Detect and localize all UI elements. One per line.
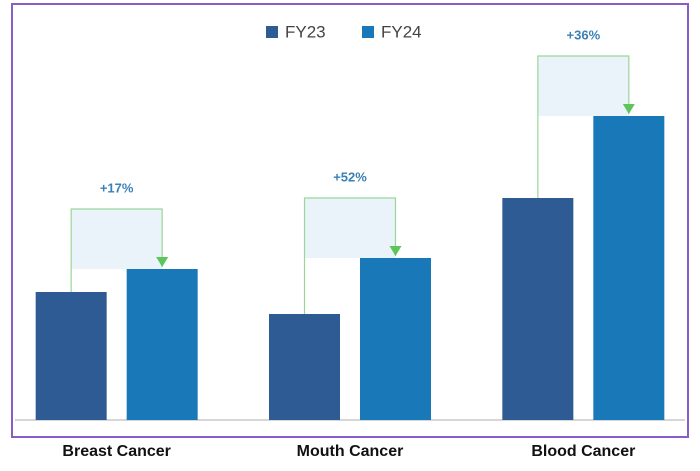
bar <box>35 292 107 420</box>
growth-label: +52% <box>333 169 367 184</box>
growth-box <box>71 209 163 269</box>
legend-swatch <box>362 26 374 38</box>
growth-label: +36% <box>567 27 601 42</box>
bar <box>360 258 431 420</box>
x-tick-label: Breast Cancer <box>62 443 171 460</box>
x-tick-label: Blood Cancer <box>531 443 635 460</box>
growth-box <box>304 198 396 258</box>
bar <box>593 116 665 420</box>
bar <box>502 198 574 420</box>
growth-box <box>537 56 629 116</box>
growth-connector <box>303 197 397 314</box>
legend-label: FY23 <box>285 22 326 41</box>
growth-connector <box>537 55 630 198</box>
legend-label: FY24 <box>381 22 422 41</box>
growth-arrow <box>389 246 402 256</box>
x-tick-label: Mouth Cancer <box>297 443 404 460</box>
growth-arrow <box>156 257 169 267</box>
bar <box>269 314 340 420</box>
bar <box>126 269 198 420</box>
growth-connector <box>70 208 163 292</box>
legend-swatch <box>266 26 278 38</box>
growth-label: +17% <box>100 180 134 195</box>
growth-arrow <box>622 104 635 114</box>
chart-border <box>11 3 689 438</box>
